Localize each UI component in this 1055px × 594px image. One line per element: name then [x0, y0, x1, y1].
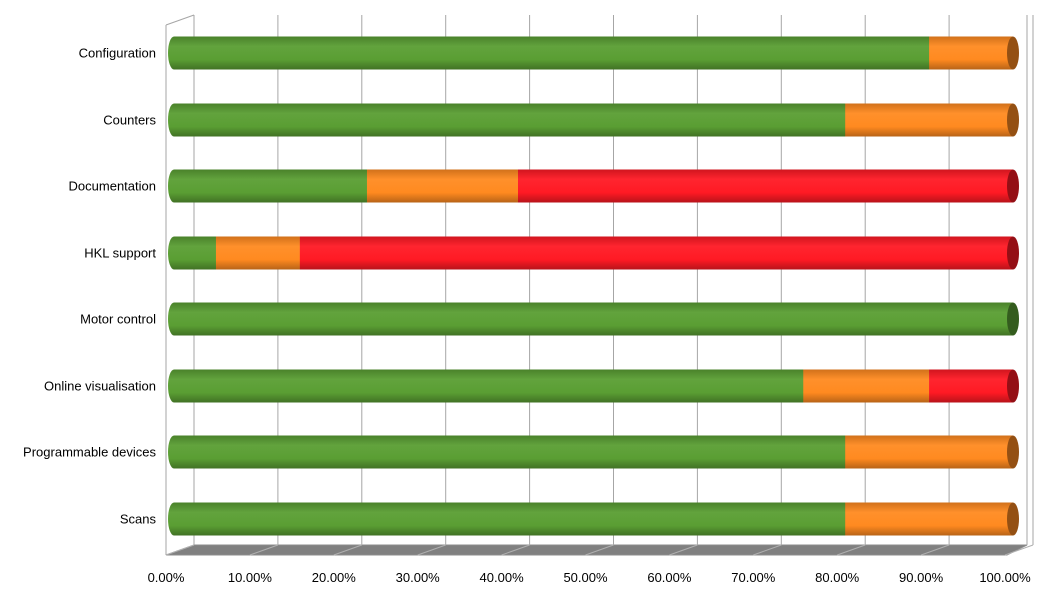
x-tick-label: 20.00% [312, 570, 357, 585]
bar-end-cap [1007, 502, 1019, 536]
floor-gridline [501, 544, 530, 556]
x-tick-label: 70.00% [731, 570, 776, 585]
category-label: Scans [120, 512, 157, 527]
bar-group-configuration [168, 36, 1019, 70]
floor-gridline [165, 544, 195, 556]
bar-group-documentation [168, 169, 1019, 203]
category-label: Configuration [79, 46, 156, 61]
bar-segment-start-cap [168, 36, 180, 70]
plot-frame [165, 14, 1028, 556]
floor-gridline [753, 544, 782, 556]
floor [165, 544, 1028, 556]
bar-end-cap [1007, 103, 1019, 137]
floor-gridline [417, 544, 446, 556]
bar-segment [215, 236, 300, 270]
bar-segment [174, 435, 846, 469]
bar-segment [174, 103, 846, 137]
category-label: Documentation [69, 179, 156, 194]
bar-segment-start-cap [168, 435, 180, 469]
bar-segment-start-cap [168, 103, 180, 137]
bar-segment [845, 502, 1013, 536]
category-label: Online visualisation [44, 379, 156, 394]
x-tick-label: 50.00% [563, 570, 608, 585]
bar-segment [174, 302, 1013, 336]
x-tick-label: 40.00% [480, 570, 525, 585]
bar-segment-start-cap [168, 302, 180, 336]
bar-end-cap [1007, 302, 1019, 336]
category-label: Counters [103, 113, 156, 128]
bar-segment-start-cap [168, 502, 180, 536]
bar-segment [174, 169, 367, 203]
bar-segment-start-cap [168, 236, 180, 270]
floor-gridline [333, 544, 362, 556]
bar-segment-start-cap [168, 369, 180, 403]
x-tick-label: 90.00% [899, 570, 944, 585]
bar-segment [929, 369, 1013, 403]
category-label: Programmable devices [23, 445, 156, 460]
bar-group-hkl-support [168, 236, 1019, 270]
floor-gridline [249, 544, 279, 556]
floor-gridline [1004, 544, 1034, 556]
floor-gridline [837, 544, 866, 556]
bar-segment [845, 103, 1013, 137]
x-tick-label: 100.00% [979, 570, 1031, 585]
gridlines [165, 15, 1034, 556]
bar-end-cap [1007, 236, 1019, 270]
bar-group-online-visualisation [168, 369, 1019, 403]
x-tick-labels: 0.00% 10.00% 20.00% 30.00% 40.00% 50.00% 60.00… [148, 570, 1032, 585]
bar-end-cap [1007, 36, 1019, 70]
bar-segment [517, 169, 1013, 203]
bar-end-cap [1007, 169, 1019, 203]
x-tick-label: 0.00% [148, 570, 185, 585]
bar-group-counters [168, 103, 1019, 137]
bar-segment [929, 36, 1013, 70]
bar-segment [803, 369, 930, 403]
bar-segment [174, 502, 846, 536]
bar-segment [366, 169, 518, 203]
floor-gridline [920, 544, 950, 556]
bar-segment [845, 435, 1013, 469]
floor-gridline [585, 544, 614, 556]
bar-segment-start-cap [168, 169, 180, 203]
x-tick-label: 10.00% [228, 570, 273, 585]
category-labels: Configuration Counters Documentation HKL su… [23, 46, 156, 527]
x-tick-label: 80.00% [815, 570, 860, 585]
bar-segment [174, 236, 216, 270]
category-label: HKL support [84, 246, 156, 261]
bars [168, 36, 1019, 536]
bar-end-cap [1007, 369, 1019, 403]
bar-group-motor-control [168, 302, 1019, 336]
bar-end-cap [1007, 435, 1019, 469]
bar-segment [174, 36, 930, 70]
bar-group-scans [168, 502, 1019, 536]
bar-segment [299, 236, 1014, 270]
floor-gridline [669, 544, 698, 556]
category-label: Motor control [80, 312, 156, 327]
x-tick-label: 60.00% [647, 570, 692, 585]
bar-segment [174, 369, 804, 403]
bar-group-programmable-devices [168, 435, 1019, 469]
x-tick-label: 30.00% [396, 570, 441, 585]
left-wall-top-edge [165, 14, 195, 26]
